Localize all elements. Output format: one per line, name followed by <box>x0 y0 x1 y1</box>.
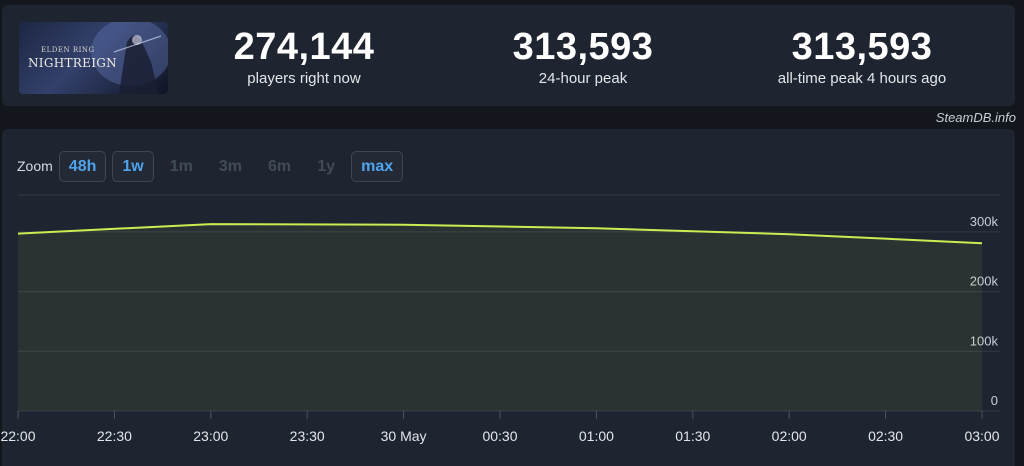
stat-24h-peak: 313,593 24-hour peak <box>498 27 668 89</box>
series-area-fill <box>18 224 982 411</box>
zoom-6m-button: 6m <box>267 157 292 175</box>
series-line <box>17 223 983 245</box>
current-players-value: 274,144 <box>233 26 375 68</box>
x-tick-label: 23:30 <box>290 428 325 444</box>
x-tick-label: 01:00 <box>579 428 614 444</box>
game-banner-image[interactable]: ELDEN RING NIGHTREIGN <box>19 22 168 94</box>
x-tick-label: 03:00 <box>964 428 999 444</box>
banner-main-title: NIGHTREIGN <box>28 56 117 70</box>
zoom-max-button[interactable]: max <box>351 150 404 182</box>
x-tick-label: 02:30 <box>868 428 903 444</box>
y-tick-label: 200k <box>970 274 999 289</box>
y-tick-label: 0 <box>991 393 998 408</box>
zoom-48h-button[interactable]: 48h <box>58 150 107 182</box>
y-tick-label: 300k <box>970 214 999 229</box>
peak-24h-value: 313,593 <box>512 26 654 68</box>
zoom-1y-button: 1y <box>317 157 335 175</box>
x-tick-label: 01:30 <box>675 428 710 444</box>
zoom-bar: Zoom 48h 1w 1m 3m 6m 1y max <box>17 150 409 182</box>
x-tick-label: 02:00 <box>772 428 807 444</box>
stats-card: ELDEN RING NIGHTREIGN 274,144 players ri… <box>2 5 1015 106</box>
steamdb-credit-link[interactable]: SteamDB.info <box>935 110 1016 125</box>
current-players-label: players right now <box>247 70 361 87</box>
x-tick-label: 30 May <box>381 428 427 444</box>
zoom-label: Zoom <box>17 158 53 174</box>
chart-card <box>2 129 1015 466</box>
stat-all-time-peak: 313,593 all-time peak 4 hours ago <box>757 27 967 89</box>
x-tick-label: 23:00 <box>193 428 228 444</box>
y-tick-label: 100k <box>970 333 999 348</box>
zoom-1m-button: 1m <box>169 157 193 175</box>
x-tick-label: 00:30 <box>482 428 517 444</box>
all-time-peak-value: 313,593 <box>791 26 933 68</box>
stat-current-players: 274,144 players right now <box>224 27 384 89</box>
banner-artwork <box>91 22 168 94</box>
banner-subtitle: ELDEN RING <box>41 46 95 54</box>
zoom-1w-button[interactable]: 1w <box>112 150 154 182</box>
zoom-3m-button: 3m <box>218 157 242 175</box>
player-count-chart[interactable]: 0 100k 200k 300k 22:00 22:30 23:00 23:30 30 May 0… <box>0 185 1024 466</box>
x-tick-label: 22:30 <box>97 428 132 444</box>
peak-24h-label: 24-hour peak <box>538 70 628 87</box>
x-tick-label: 22:00 <box>0 428 35 444</box>
banner-title: ELDEN RING NIGHTREIGN <box>19 22 168 94</box>
all-time-peak-label: all-time peak 4 hours ago <box>777 70 947 87</box>
